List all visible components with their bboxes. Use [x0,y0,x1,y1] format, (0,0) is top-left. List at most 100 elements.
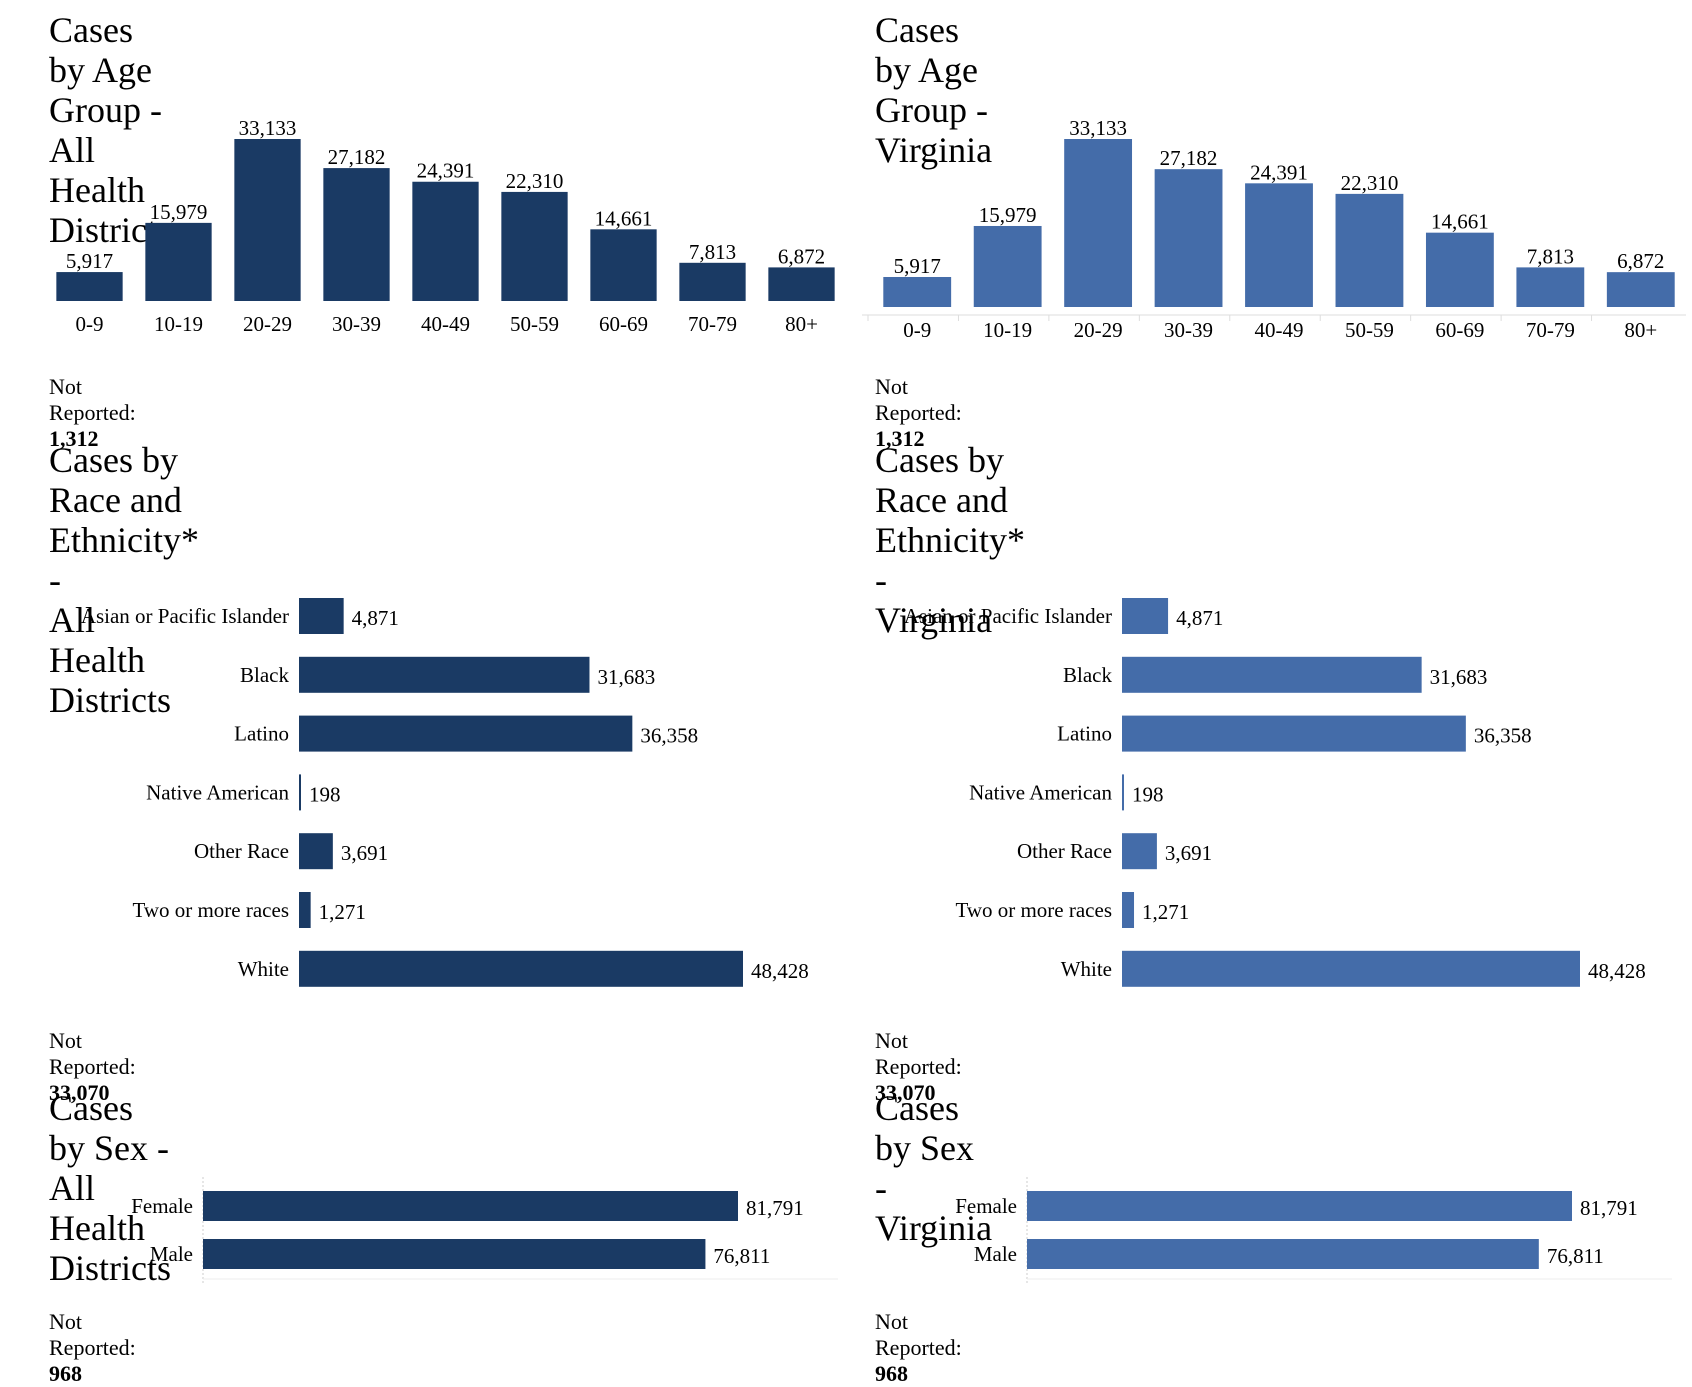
tick-label-50-59: 50-59 [510,312,559,336]
category-label: Asian or Pacific Islander [81,604,289,628]
data-label-20-29: 33,133 [1069,116,1127,140]
tick-label-80+: 80+ [1624,318,1657,342]
tick-label-60-69: 60-69 [599,312,648,336]
tick-label-20-29: 20-29 [243,312,292,336]
race-va-chart: Asian or Pacific Islander 4,871 Black 31,68… [904,598,1646,987]
category-label: Two or more races [132,898,289,922]
bar-80+ [768,267,835,301]
tick-label-10-19: 10-19 [154,312,203,336]
data-label-50-59: 22,310 [506,169,564,193]
tick-label-80+: 80+ [785,312,818,336]
category-label: Two or more races [955,898,1112,922]
not-reported-label: Not Reported: [49,1028,136,1079]
not-reported-note: Not Reported: 1,312 [49,374,136,452]
bar-latino [299,715,633,752]
data-label-30-39: 27,182 [328,145,386,169]
category-label: Male [974,1242,1017,1266]
data-label: 36,358 [1474,724,1532,748]
bar-70-79 [1516,267,1585,307]
bar-80+ [1606,272,1675,307]
bar-70-79 [679,262,746,301]
tick-label-30-39: 30-39 [1164,318,1213,342]
not-reported-note: Not Reported: 968 [49,1309,136,1387]
bar-30-39 [323,168,390,301]
data-label: 48,428 [751,959,809,983]
bar-asian-or-pacific-islander [299,598,344,634]
bar-other-race [299,833,333,870]
tick-label-40-49: 40-49 [1255,318,1304,342]
category-label: Black [1063,663,1112,687]
bar-10-19 [145,222,212,301]
data-label-70-79: 7,813 [1527,244,1574,268]
category-label: Latino [234,722,289,746]
data-label-0-9: 5,917 [894,254,941,278]
chart-title: Cases by Age Group - Virginia [875,10,993,170]
data-label-60-69: 14,661 [1431,210,1489,234]
bar-40-49 [1245,183,1313,307]
not-reported-note: Not Reported: 968 [875,1309,962,1387]
not-reported-label: Not Reported: [875,374,962,425]
tick-label-10-19: 10-19 [983,318,1032,342]
bar-male [203,1239,706,1269]
age-all-chart: 5,917 0-9 15,979 10-19 33,133 20-29 27,182 30-3… [56,116,835,336]
data-label: 4,871 [352,606,399,630]
bar-white [299,950,743,987]
bar-two-or-more-races [299,892,311,928]
bar-latino [1122,715,1466,752]
data-label: 3,691 [1165,841,1212,865]
not-reported-value: 968 [49,1361,82,1386]
data-label: 76,811 [1547,1244,1604,1268]
not-reported-value: 1,312 [875,426,925,451]
data-label-0-9: 5,917 [66,249,113,273]
data-label: 31,683 [1430,665,1488,689]
bar-asian-or-pacific-islander [1122,598,1169,634]
tick-label-20-29: 20-29 [1074,318,1123,342]
data-label: 198 [1132,782,1164,806]
category-label: Native American [969,780,1112,804]
tick-label-0-9: 0-9 [76,312,104,336]
bar-60-69 [590,229,657,301]
chart-title: Cases by Sex - Virginia [875,1088,993,1248]
category-label: Other Race [194,839,289,863]
not-reported-note: Not Reported: 33,070 [49,1028,136,1106]
bar-female [203,1191,738,1221]
data-label: 4,871 [1176,606,1223,630]
category-label: Asian or Pacific Islander [904,604,1112,628]
tick-label-40-49: 40-49 [421,312,470,336]
category-label: Other Race [1017,839,1112,863]
not-reported-label: Not Reported: [49,374,136,425]
data-label: 76,811 [713,1244,770,1268]
bar-40-49 [412,181,479,301]
bar-30-39 [1154,169,1223,307]
data-label: 3,691 [341,841,388,865]
data-label-80+: 6,872 [778,244,825,268]
data-label: 48,428 [1588,959,1646,983]
bar-female [1027,1191,1572,1221]
not-reported-value: 33,070 [875,1080,936,1105]
bar-other-race [1122,833,1157,870]
data-label-10-19: 15,979 [979,203,1037,227]
category-label: Native American [146,780,289,804]
bar-male [1027,1239,1539,1269]
not-reported-label: Not Reported: [875,1309,962,1360]
bar-black [1122,656,1422,693]
bar-50-59 [1335,193,1404,307]
data-label-50-59: 22,310 [1341,171,1399,195]
category-label: Latino [1057,722,1112,746]
data-label-40-49: 24,391 [417,159,475,183]
not-reported-value: 33,070 [49,1080,110,1105]
not-reported-value: 968 [875,1361,908,1386]
data-label-60-69: 14,661 [595,206,653,230]
bar-60-69 [1425,232,1494,307]
category-label: Female [131,1194,193,1218]
data-label: 31,683 [597,665,655,689]
data-label: 1,271 [1142,900,1189,924]
data-label: 81,791 [1580,1196,1638,1220]
bar-white [1122,950,1580,987]
data-label-40-49: 24,391 [1250,160,1308,184]
category-label: White [1061,957,1112,981]
bar-10-19 [973,225,1042,307]
bar-native-american [299,774,301,811]
tick-label-0-9: 0-9 [903,318,931,342]
data-label: 198 [309,782,341,806]
